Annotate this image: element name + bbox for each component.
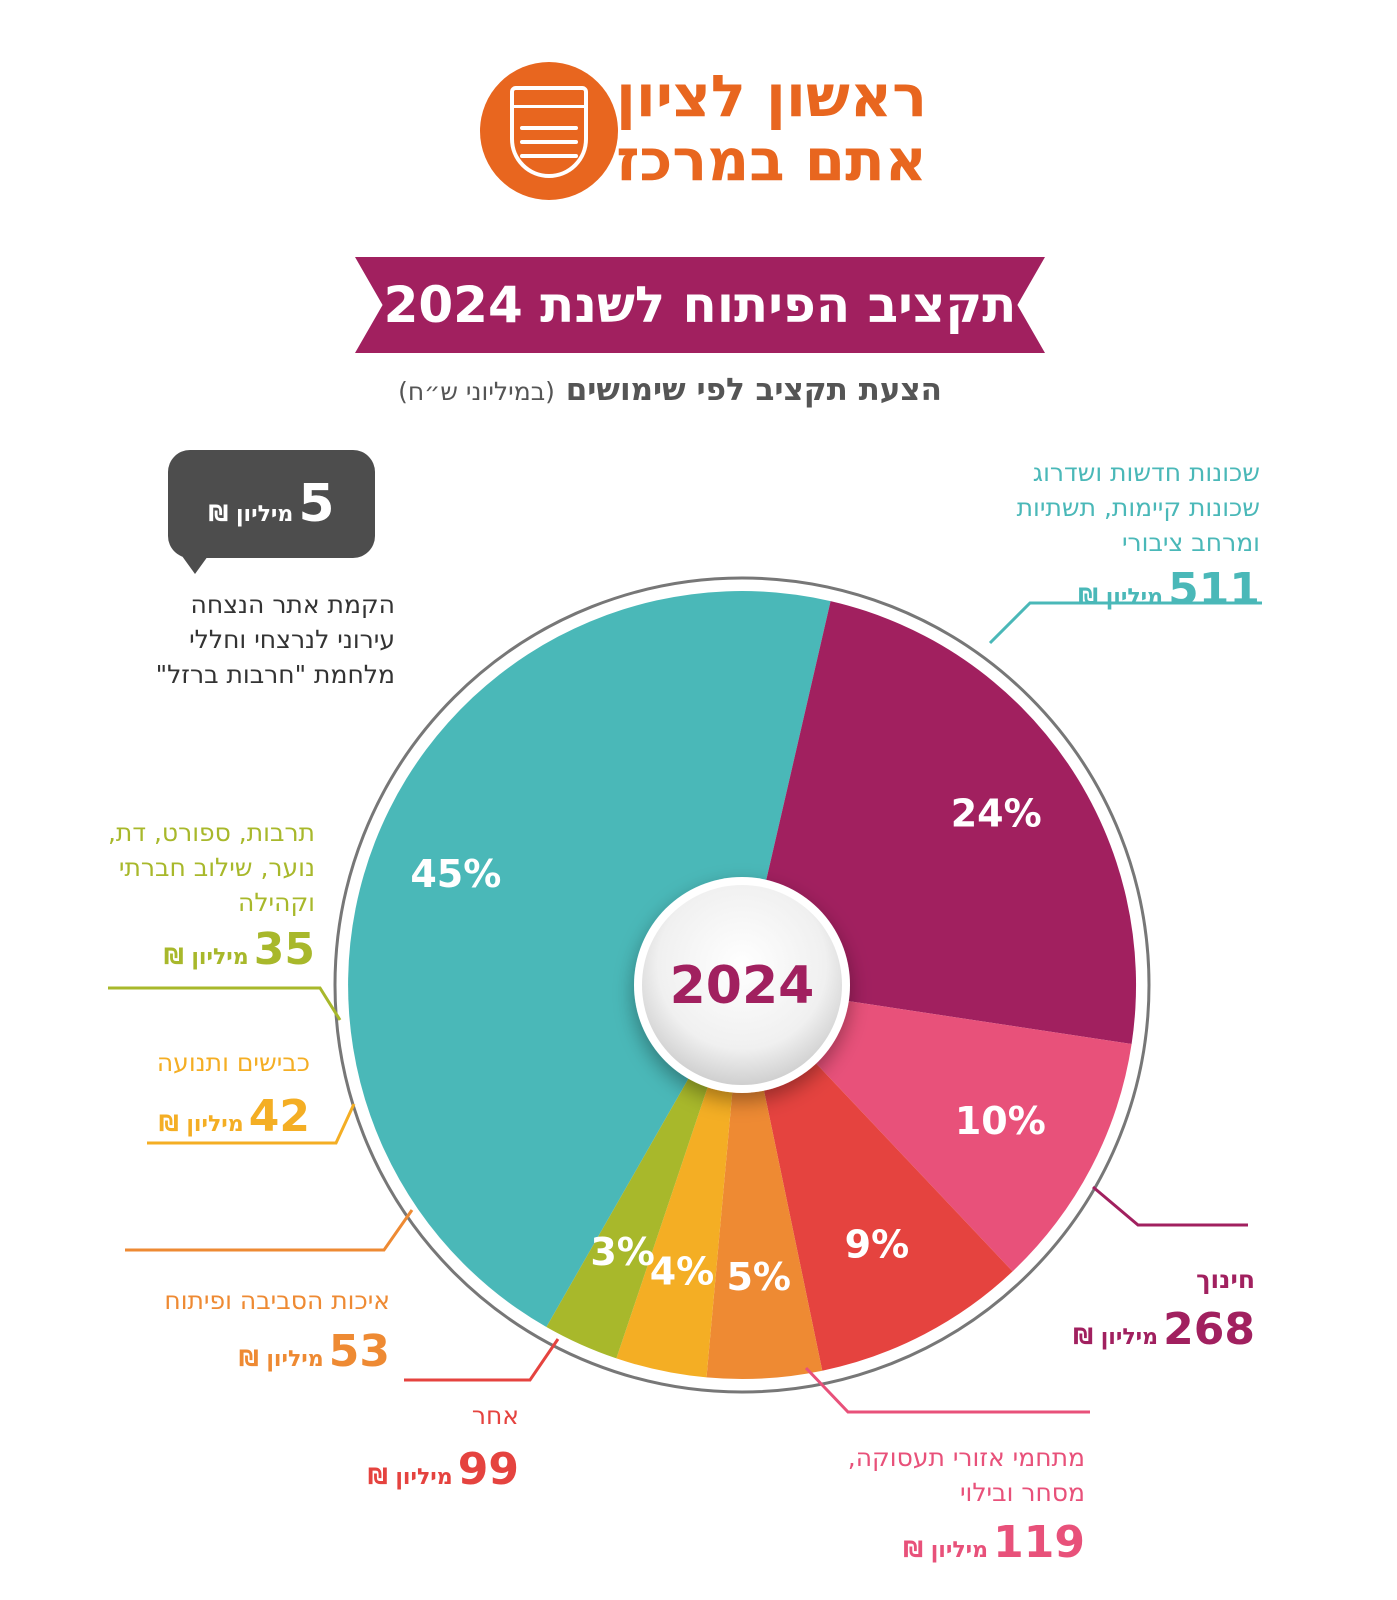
pie-slice-education (742, 601, 1137, 1044)
emblem-stripe (520, 140, 578, 144)
value-number: 42 (248, 1091, 310, 1142)
leader-line-culture (108, 986, 342, 1021)
value-number: 35 (253, 924, 315, 975)
percent-label-roads: 4% (650, 1249, 715, 1293)
pie-outer-ring (333, 576, 1151, 1394)
page-subtitle: הצעת תקציב לפי שימושים (במיליוני ש״ח) (355, 372, 985, 408)
label-other: אחר (472, 1398, 519, 1433)
percent-label-employment: 10% (955, 1099, 1046, 1143)
leader-line-education (1092, 1185, 1248, 1227)
title-banner (355, 257, 1045, 353)
leader-line-employment (804, 1366, 1090, 1414)
percent-label-culture: 3% (590, 1230, 655, 1274)
value-unit: מיליון ₪ (238, 1347, 324, 1372)
label-line: מתחמי אזורי תעסוקה, (847, 1443, 1085, 1472)
value-unit: מיליון ₪ (158, 1112, 244, 1137)
city-emblem-logo (480, 62, 618, 200)
value-unit: מיליון ₪ (903, 1538, 989, 1563)
logo-slogan: אתם במרכז (616, 126, 927, 194)
label-line: וקהילה (237, 888, 315, 917)
value-number: 53 (328, 1326, 390, 1377)
value-memorial: 5 מיליון ₪ (168, 450, 375, 558)
subtitle-unit: (במיליוני ש״ח) (398, 377, 555, 406)
subtitle-text: הצעת תקציב לפי שימושים (565, 372, 942, 408)
leader-line-environment (125, 1209, 414, 1252)
label-line: מלחמת "חרבות ברזל" (155, 660, 395, 689)
pie-slice-other (742, 985, 1013, 1371)
value-roads: 42 מיליון ₪ (159, 1092, 310, 1151)
label-roads: כבישים ותנועה (157, 1045, 310, 1080)
percent-label-environment: 5% (726, 1255, 791, 1299)
label-line: איכות הסביבה ופיתוח (164, 1286, 390, 1315)
leader-line-roads (147, 1103, 356, 1145)
pie-slice-employment (742, 985, 1132, 1272)
leader-line-other (404, 1338, 560, 1382)
memorial-callout-box (168, 450, 375, 558)
label-line: תרבות, ספורט, דת, (107, 818, 315, 847)
value-employment: 119 מיליון ₪ (903, 1518, 1085, 1577)
label-line: אחר (471, 1401, 519, 1430)
percent-label-neighborhoods: 45% (410, 852, 501, 896)
label-line: שכונות חדשות ושדרוג (1032, 458, 1260, 487)
value-number: 511 (1168, 564, 1260, 615)
label-line: עירוני לנרצחי וחללי (189, 625, 395, 654)
label-line: מסחר ובילוי (959, 1478, 1085, 1507)
logo-city-name: ראשון לציון (616, 62, 927, 130)
value-number: 268 (1163, 1304, 1255, 1355)
label-line: ומרחב ציבורי (1121, 528, 1260, 557)
value-unit: מיליון ₪ (208, 502, 294, 527)
label-line: שכונות קיימות, תשתיות (1016, 493, 1260, 522)
page-title: תקציב הפיתוח לשנת 2024 (383, 276, 1017, 334)
value-unit: מיליון ₪ (1078, 585, 1164, 610)
emblem-shield-banner (510, 86, 588, 108)
label-education: חינוך (1196, 1262, 1255, 1297)
label-employment: מתחמי אזורי תעסוקה, מסחר ובילוי (725, 1440, 1085, 1510)
label-line: כבישים ותנועה (156, 1048, 310, 1077)
emblem-stripe (520, 154, 578, 158)
value-number: 119 (993, 1517, 1085, 1568)
value-number: 99 (457, 1444, 519, 1495)
value-unit: מיליון ₪ (1073, 1325, 1159, 1350)
label-line: הקמת אתר הנצחה (190, 590, 395, 619)
label-memorial: הקמת אתר הנצחה עירוני לנרצחי וחללי מלחמת… (55, 587, 395, 692)
percent-label-other: 9% (845, 1223, 910, 1267)
label-culture: תרבות, ספורט, דת, נוער, שילוב חברתי וקהי… (15, 815, 315, 920)
value-neighborhoods: 511 מיליון ₪ (1078, 565, 1260, 624)
value-other: 99 מיליון ₪ (368, 1445, 519, 1504)
value-unit: מיליון ₪ (367, 1465, 453, 1490)
leader-line-neighborhoods (988, 601, 1262, 645)
label-line: נוער, שילוב חברתי (118, 853, 315, 882)
label-neighborhoods: שכונות חדשות ושדרוג שכונות קיימות, תשתיו… (900, 455, 1260, 560)
emblem-stripe (520, 126, 578, 130)
value-unit: מיליון ₪ (163, 945, 249, 970)
percent-label-education: 24% (951, 791, 1042, 835)
value-education: 268 מיליון ₪ (1073, 1305, 1255, 1364)
value-culture: 35 מיליון ₪ (164, 925, 315, 984)
memorial-callout-tail (182, 556, 208, 574)
emblem-shield-shape (510, 86, 588, 178)
center-disc (642, 885, 842, 1085)
value-number: 5 (298, 474, 335, 534)
label-environment: איכות הסביבה ופיתוח (164, 1283, 390, 1318)
pie-slice-neighborhoods (348, 591, 831, 1327)
center-year-label: 2024 (670, 956, 815, 1016)
value-environment: 53 מיליון ₪ (239, 1327, 390, 1386)
label-line: חינוך (1196, 1265, 1255, 1294)
